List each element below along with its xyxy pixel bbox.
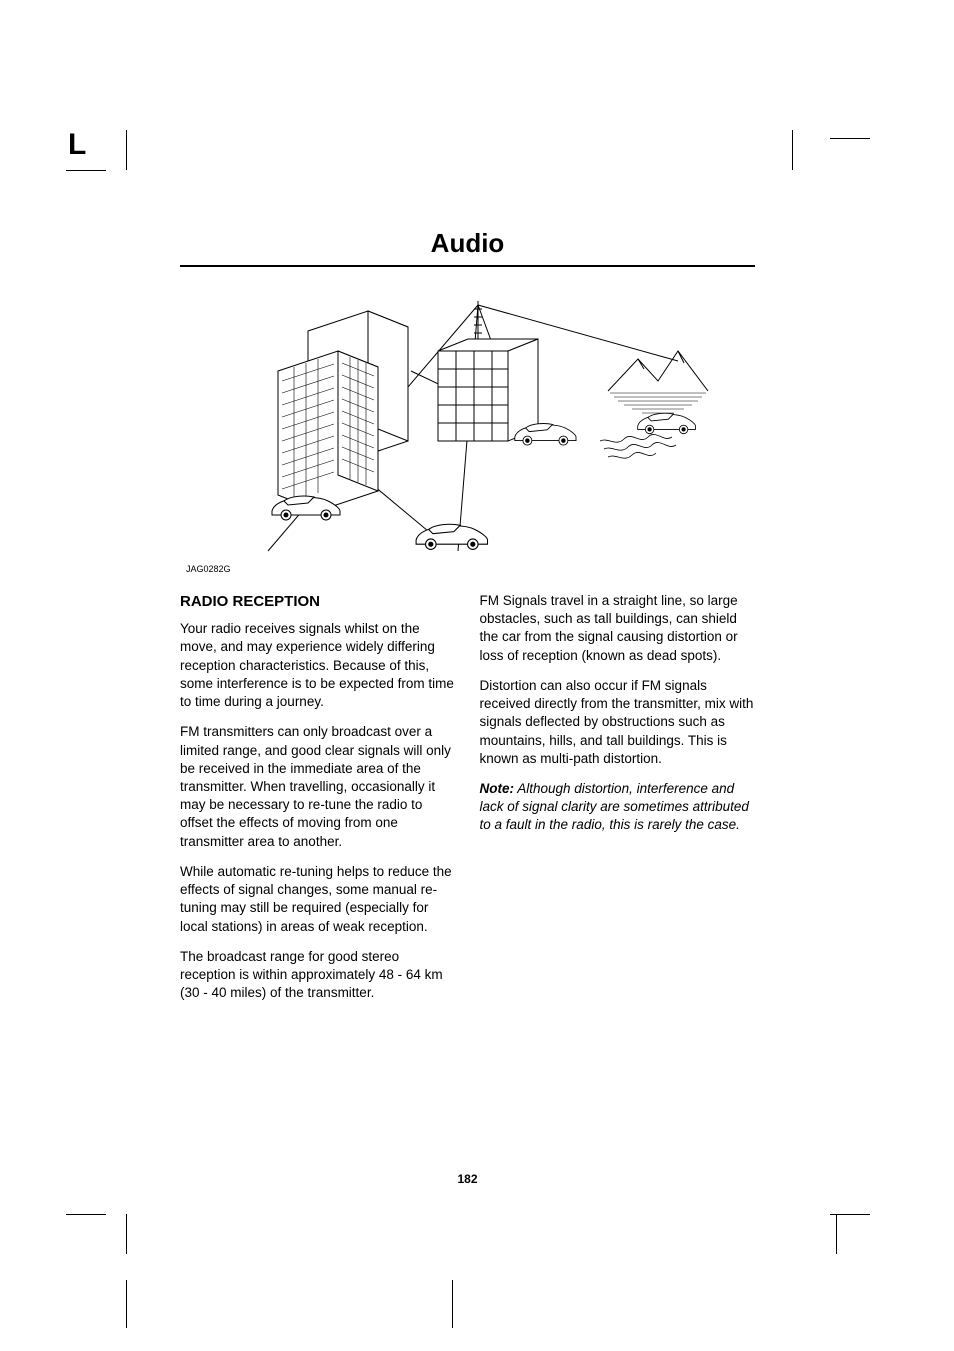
note-text: Although distortion, interference and la… (480, 781, 749, 832)
illustration (180, 291, 755, 566)
section-heading: RADIO RECEPTION (180, 592, 456, 612)
paragraph: The broadcast range for good stereo rece… (180, 948, 456, 1003)
crop-mark (830, 138, 870, 139)
crop-mark (66, 170, 106, 171)
page-content: Audio (180, 228, 755, 1014)
paragraph: FM Signals travel in a straight line, so… (480, 592, 756, 665)
left-column: RADIO RECEPTION Your radio receives sign… (180, 592, 456, 1014)
crop-mark (126, 1280, 127, 1328)
paragraph: Your radio receives signals whilst on th… (180, 620, 456, 711)
crop-mark (126, 1214, 127, 1254)
paragraph: While automatic re-tuning helps to reduc… (180, 863, 456, 936)
crop-mark (836, 1214, 837, 1254)
paragraph: FM transmitters can only broadcast over … (180, 723, 456, 851)
crop-mark (452, 1280, 453, 1328)
crop-mark (66, 1214, 106, 1215)
crop-mark (126, 130, 127, 170)
page-number: 182 (180, 1172, 755, 1186)
page-letter: L (68, 128, 86, 162)
note-paragraph: Note: Although distortion, interference … (480, 780, 756, 835)
radio-reception-diagram-icon (208, 291, 728, 561)
note-label: Note: (480, 781, 515, 796)
crop-mark (792, 130, 793, 170)
paragraph: Distortion can also occur if FM signals … (480, 677, 756, 768)
text-columns: RADIO RECEPTION Your radio receives sign… (180, 592, 755, 1014)
page-title: Audio (180, 228, 755, 267)
right-column: FM Signals travel in a straight line, so… (480, 592, 756, 1014)
